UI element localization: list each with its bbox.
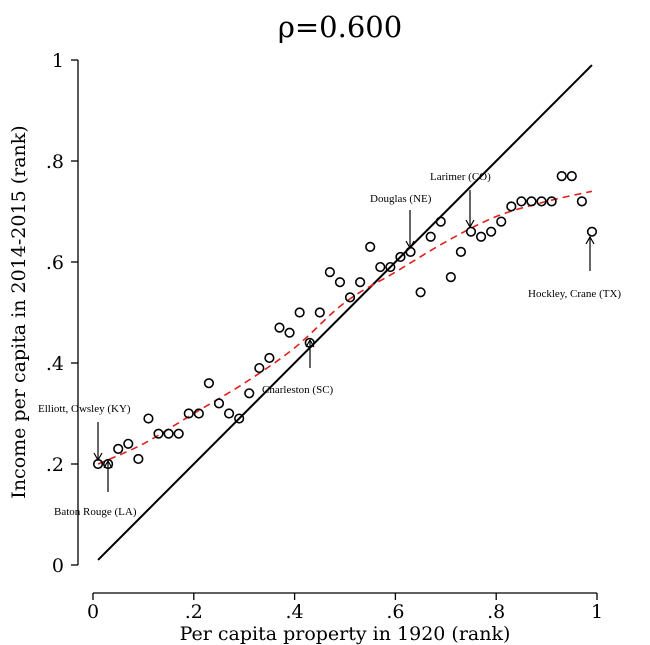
annotation-label: Baton Rouge (LA) <box>54 506 137 518</box>
arrow-head-icon <box>305 338 315 348</box>
fitted-curve <box>97 190 593 465</box>
data-point <box>143 413 154 424</box>
x-tick-label: 1 <box>591 601 603 623</box>
data-point <box>344 292 356 303</box>
y-tick-label: .2 <box>46 454 64 476</box>
x-tick-label: 0 <box>87 601 99 623</box>
data-point <box>294 307 305 318</box>
y-tick-label: .6 <box>46 252 64 274</box>
data-point <box>123 438 134 449</box>
data-point <box>274 322 285 333</box>
x-tick-label: .8 <box>487 601 505 623</box>
annotation-label: Larimer (CO) <box>430 171 491 183</box>
arrow-head-icon <box>405 240 415 250</box>
data-point <box>193 408 204 419</box>
data-point <box>244 388 255 399</box>
x-tick-label: .6 <box>386 601 404 623</box>
y-axis: 0 .2 .4 .6 .8 1 Income per capita in 2014-201… <box>8 50 79 577</box>
arrow-head-icon <box>585 235 595 245</box>
data-point <box>516 196 527 207</box>
data-point <box>153 428 164 439</box>
y-tick-label: 1 <box>52 50 64 72</box>
data-point <box>546 196 557 207</box>
data-point <box>375 261 386 273</box>
data-point <box>234 413 245 424</box>
data-point <box>183 408 194 419</box>
x-tick-label: .2 <box>185 601 203 623</box>
data-point <box>314 307 325 318</box>
data-point <box>385 261 396 273</box>
arrow-head-icon <box>465 219 475 229</box>
x-tick-label: .4 <box>286 601 304 623</box>
y-tick-group: 0 .2 .4 .6 .8 1 <box>46 50 78 577</box>
data-point <box>425 231 436 242</box>
diagonal-line <box>97 64 593 561</box>
data-point <box>405 246 416 257</box>
data-point <box>334 277 346 288</box>
data-point <box>556 171 567 182</box>
y-tick-label: .4 <box>46 353 64 375</box>
data-point <box>455 246 467 257</box>
data-point <box>576 196 587 207</box>
y-axis-label: Income per capita in 2014-2015 (rank) <box>8 125 30 498</box>
data-point <box>113 443 124 454</box>
data-point <box>586 226 598 237</box>
data-point <box>566 171 577 182</box>
arrow-head-icon <box>103 459 113 469</box>
data-point <box>324 267 335 278</box>
y-tick-label: 0 <box>52 555 64 577</box>
arrow-head-icon <box>93 452 103 462</box>
data-point <box>254 362 265 374</box>
data-point <box>475 231 487 242</box>
data-point <box>365 241 376 252</box>
annotation-label: Charleston (SC) <box>262 384 334 396</box>
data-point <box>486 226 497 237</box>
data-point <box>284 327 295 338</box>
data-point <box>133 453 144 465</box>
data-point <box>496 216 507 227</box>
data-point <box>223 408 235 419</box>
annotation-label: Elliott, Owsley (KY) <box>38 403 131 415</box>
annotation-label: Hockley, Crane (TX) <box>528 288 621 300</box>
data-point <box>536 196 547 207</box>
data-point <box>445 272 456 283</box>
data-point <box>163 428 174 439</box>
data-point <box>213 398 225 409</box>
annotation-label: Douglas (NE) <box>370 193 432 205</box>
x-axis: 0 .2 .4 .6 .8 1 Per capita property in 1920 (… <box>87 592 603 645</box>
data-point <box>435 216 446 227</box>
data-point <box>395 251 406 263</box>
x-axis-label: Per capita property in 1920 (rank) <box>180 623 511 645</box>
plot-area: Elliott, Owsley (KY) Baton Rouge (LA) Char… <box>38 64 621 561</box>
data-point <box>203 378 215 389</box>
chart-title: ρ=0.600 <box>278 10 402 44</box>
data-point <box>415 287 426 298</box>
data-point <box>173 428 184 439</box>
data-point <box>465 226 477 237</box>
data-point <box>355 277 366 288</box>
data-point <box>264 352 275 364</box>
data-point <box>526 196 537 207</box>
y-tick-label: .8 <box>46 151 64 173</box>
data-point <box>506 201 517 212</box>
x-tick-group: 0 .2 .4 .6 .8 1 <box>87 593 603 623</box>
